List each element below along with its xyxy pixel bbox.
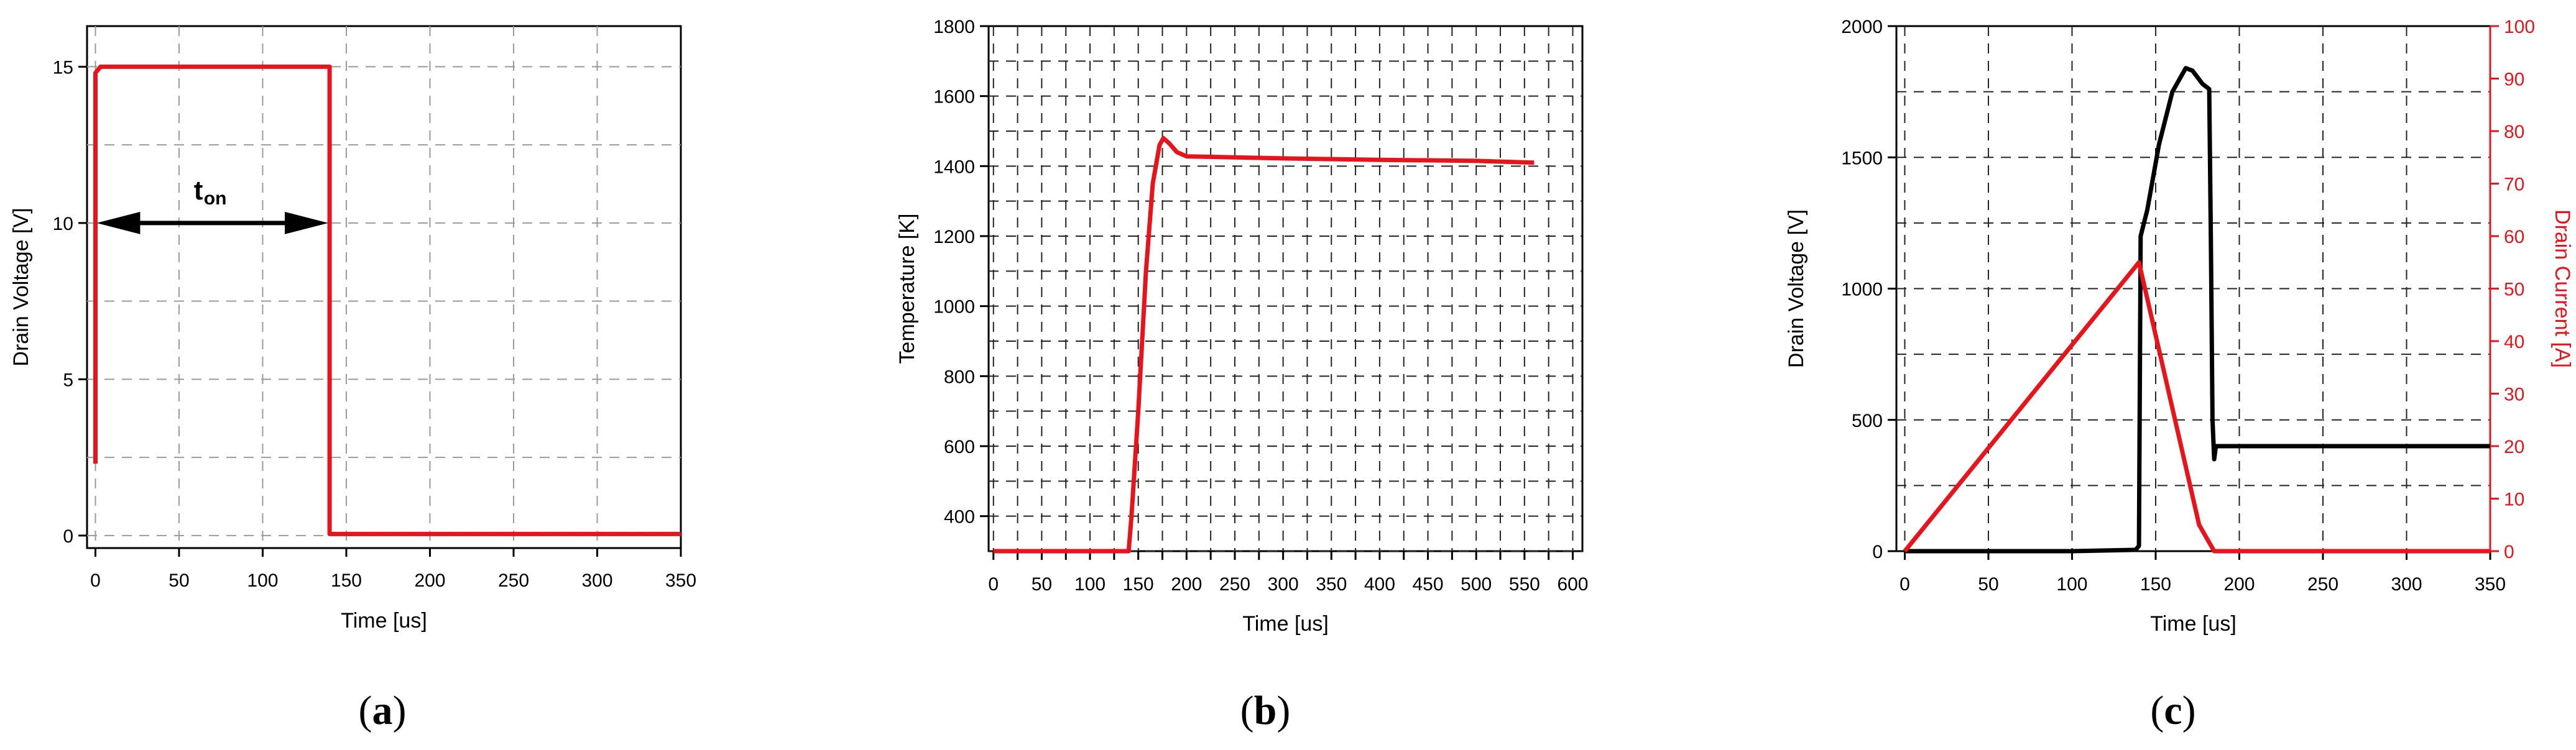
x-tick-label: 250 xyxy=(2307,574,2338,595)
y-tick-label: 1500 xyxy=(1841,148,1883,168)
series-line xyxy=(1903,260,2490,554)
y-tick-label: 10 xyxy=(53,214,73,234)
plot-frame xyxy=(86,25,682,549)
y-tick-label: 1600 xyxy=(933,87,975,107)
right-tick-label: 20 xyxy=(2504,437,2524,457)
right-tick-label: 50 xyxy=(2504,280,2524,300)
right-tick-label: 40 xyxy=(2504,332,2524,352)
x-tick-label: 0 xyxy=(1900,574,1910,595)
x-tick-label: 250 xyxy=(498,570,529,591)
y-tick-label: 0 xyxy=(63,526,73,547)
x-tick-label: 200 xyxy=(2223,574,2255,595)
chart-panel-a: 0 50 100 150 200 250 300 350 0 5 10 15 Time [us] Drai… xyxy=(9,25,696,733)
y-tick-label: 1800 xyxy=(933,17,975,37)
chart-panel-b: 0 50 100 150 200 250 300 350 400 450 500 550 600 400 6… xyxy=(895,17,1589,733)
x-tick-label: 0 xyxy=(90,570,101,591)
x-tick-label: 50 xyxy=(1978,574,1998,595)
right-axis-title: Drain Current [A] xyxy=(2551,209,2574,368)
y-tick-label: 1000 xyxy=(1841,280,1883,300)
x-tick-label: 400 xyxy=(1364,574,1395,595)
x-tick-label: 150 xyxy=(331,570,362,591)
x-tick-label: 350 xyxy=(2475,574,2506,595)
x-axis-title: Time [us] xyxy=(1242,612,1329,636)
right-tick-label: 10 xyxy=(2504,490,2524,510)
x-tick-label: 250 xyxy=(1219,574,1250,595)
x-tick-label: 50 xyxy=(1032,574,1052,595)
series-line xyxy=(993,135,1535,554)
x-axis-title: Time [us] xyxy=(2150,612,2237,636)
y-tick-label: 15 xyxy=(53,57,73,78)
right-tick-label: 70 xyxy=(2504,175,2524,195)
y-tick-label: 5 xyxy=(63,370,73,390)
y-tick-label: 400 xyxy=(944,507,975,528)
y-axis-title: Drain Voltage [V] xyxy=(1784,209,1808,368)
chart-panel-c: 0 50 100 150 200 250 300 350 0 500 1000 1500 2000 0 10… xyxy=(1784,17,2574,733)
y-tick-label: 800 xyxy=(944,367,975,387)
y-tick-label: 1400 xyxy=(933,157,975,177)
series-line xyxy=(93,64,681,536)
x-tick-label: 200 xyxy=(1171,574,1202,595)
x-tick-label: 100 xyxy=(1074,574,1106,595)
x-axis-title: Time [us] xyxy=(341,609,427,633)
right-tick-label: 30 xyxy=(2504,385,2524,405)
panel-label: (a) xyxy=(359,688,407,733)
panel-label: (c) xyxy=(2150,688,2195,733)
y-tick-label: 0 xyxy=(1872,542,1883,562)
y-tick-label: 1000 xyxy=(933,297,975,318)
x-tick-label: 150 xyxy=(1123,574,1154,595)
x-tick-label: 300 xyxy=(581,570,612,591)
x-tick-label: 50 xyxy=(169,570,189,591)
panel-label: (b) xyxy=(1240,688,1291,733)
x-tick-label: 600 xyxy=(1557,574,1588,595)
y-tick-label: 600 xyxy=(944,437,975,457)
x-tick-label: 300 xyxy=(2391,574,2422,595)
ton-annotation-label: t xyxy=(194,175,203,206)
right-tick-label: 80 xyxy=(2504,122,2524,142)
y-axis-title: Temperature [K] xyxy=(895,214,919,364)
plot-frame xyxy=(987,25,1584,552)
x-tick-label: 300 xyxy=(1268,574,1299,595)
y-tick-label: 1200 xyxy=(933,227,975,247)
series-line xyxy=(1904,66,2490,554)
right-tick-label: 0 xyxy=(2504,542,2514,562)
x-tick-label: 500 xyxy=(1461,574,1492,595)
x-tick-label: 100 xyxy=(247,570,278,591)
right-tick-label: 60 xyxy=(2504,227,2524,247)
y-axis-title: Drain Voltage [V] xyxy=(9,208,33,366)
x-tick-label: 450 xyxy=(1413,574,1444,595)
right-tick-label: 90 xyxy=(2504,70,2524,90)
x-tick-label: 200 xyxy=(414,570,445,591)
ton-arrow-head-left xyxy=(96,211,141,234)
x-tick-label: 150 xyxy=(2140,574,2171,595)
ton-annotation-subscript: on xyxy=(204,188,227,209)
right-tick-label: 100 xyxy=(2504,17,2535,37)
y-tick-label: 500 xyxy=(1852,411,1883,431)
x-tick-label: 350 xyxy=(665,570,696,591)
y-tick-label: 2000 xyxy=(1841,17,1883,37)
ton-arrow-head-right xyxy=(285,211,329,234)
x-tick-label: 0 xyxy=(988,574,999,595)
x-tick-label: 350 xyxy=(1316,574,1347,595)
x-tick-label: 550 xyxy=(1509,574,1540,595)
x-tick-label: 100 xyxy=(2056,574,2087,595)
